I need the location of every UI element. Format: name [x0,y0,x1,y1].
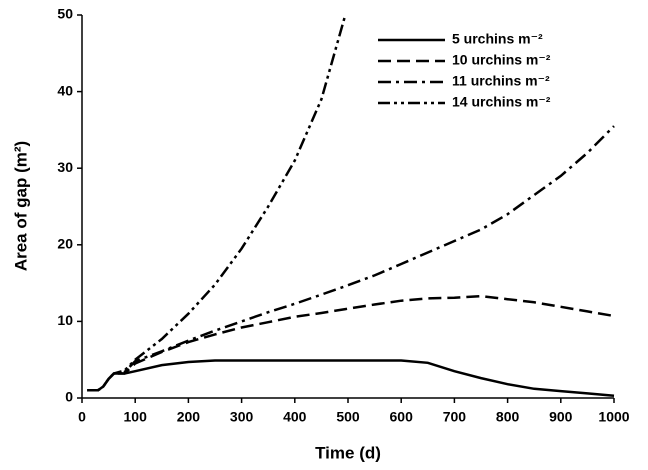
series-line [87,294,615,392]
y-tick-label: 0 [65,389,73,405]
x-tick-label: 100 [124,409,148,425]
x-tick-label: 500 [336,409,360,425]
x-tick-label: 600 [390,409,414,425]
y-tick-label: 40 [57,82,73,98]
x-axis-title: Time (d) [315,443,381,462]
legend-label: 14 urchins m⁻² [452,94,551,110]
x-tick-label: 900 [549,409,573,425]
y-tick-label: 20 [57,236,73,252]
legend-label: 5 urchins m⁻² [452,31,543,47]
x-tick-label: 400 [283,409,307,425]
series-line [87,14,347,392]
x-tick-label: 200 [177,409,201,425]
x-tick-label: 300 [230,409,254,425]
y-axis-title: Area of gap (m²) [11,141,30,271]
y-tick-label: 10 [57,312,73,328]
y-tick-label: 30 [57,159,73,175]
x-tick-label: 800 [496,409,520,425]
x-tick-label: 1000 [598,409,629,425]
series-line [87,359,615,397]
x-tick-label: 0 [78,409,86,425]
y-tick-label: 50 [57,6,73,22]
x-tick-label: 700 [443,409,467,425]
legend-label: 11 urchins m⁻² [452,73,550,89]
legend-label: 10 urchins m⁻² [452,52,551,68]
series-line [87,125,615,392]
